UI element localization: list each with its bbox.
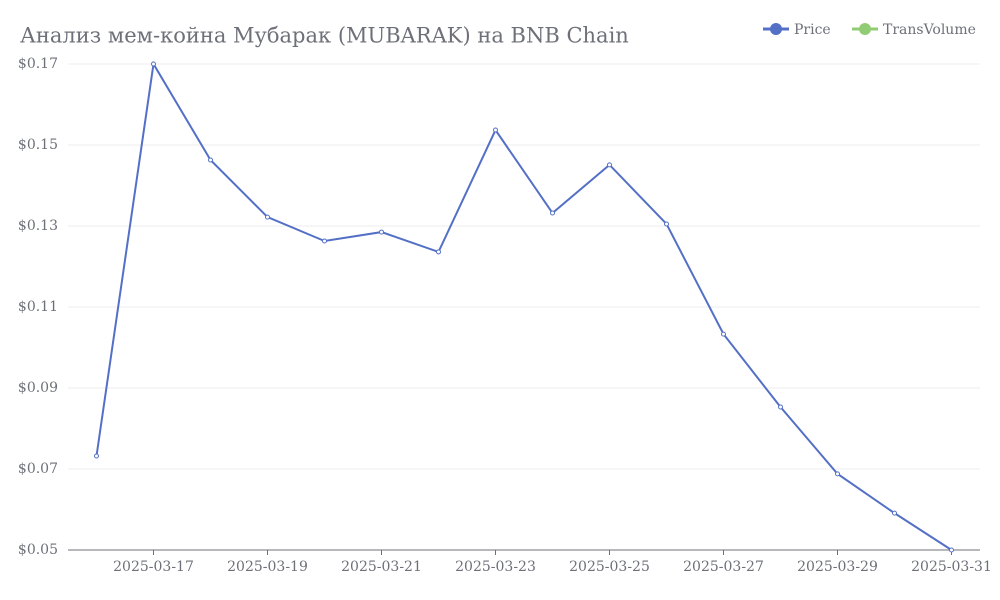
point (721, 331, 726, 337)
point (208, 157, 213, 163)
y-tick-label: $0.05 (18, 542, 58, 558)
point (436, 249, 441, 255)
chart-title: Анализ мем-койна Мубарак (MUBARAK) на BN… (20, 24, 629, 48)
point (265, 214, 270, 220)
point (778, 404, 783, 410)
x-tick-label: 2025-03-21 (341, 559, 422, 575)
legend-marker (770, 23, 782, 35)
x-tick-label: 2025-03-27 (683, 559, 764, 575)
point (151, 61, 156, 67)
x-tick-label: 2025-03-19 (227, 559, 308, 575)
point (493, 127, 498, 133)
legend-label: TransVolume (883, 22, 976, 38)
legend-marker (859, 23, 871, 35)
point (835, 471, 840, 477)
x-tick-label: 2025-03-29 (797, 559, 878, 575)
point (664, 221, 669, 227)
point (892, 510, 897, 516)
point (379, 229, 384, 235)
point (550, 210, 555, 216)
y-tick-label: $0.17 (18, 56, 58, 72)
x-tick-label: 2025-03-25 (569, 559, 650, 575)
point (607, 162, 612, 168)
x-tick-label: 2025-03-31 (911, 559, 992, 575)
x-tick-label: 2025-03-23 (455, 559, 536, 575)
y-tick-label: $0.15 (18, 137, 58, 153)
point (949, 547, 954, 553)
y-tick-label: $0.09 (18, 380, 58, 396)
series-line (95, 61, 953, 551)
y-tick-label: $0.13 (18, 218, 58, 234)
point (94, 453, 99, 459)
legend-label: Price (794, 22, 831, 38)
y-tick-label: $0.11 (18, 299, 58, 315)
y-tick-label: $0.07 (18, 461, 58, 477)
x-tick-label: 2025-03-17 (113, 559, 194, 575)
point (322, 238, 327, 244)
